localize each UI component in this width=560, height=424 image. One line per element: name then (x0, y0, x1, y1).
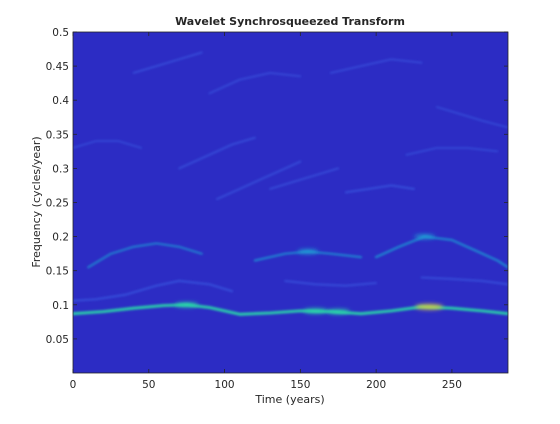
y-tick-label: 0.45 (46, 61, 69, 73)
y-tick-label: 0.5 (52, 27, 69, 39)
ridge-5 (284, 279, 378, 287)
ridge-6 (420, 276, 508, 286)
ridge-12 (208, 72, 302, 95)
ridge-11 (132, 51, 203, 74)
chart-title: Wavelet Synchrosqueezed Transform (175, 15, 405, 28)
y-tick-label: 0.35 (46, 129, 69, 141)
x-tick-label: 50 (142, 379, 155, 391)
ridge-14 (405, 147, 499, 156)
peak-1 (303, 308, 328, 314)
y-axis-ticks: 0.05 0.1 0.15 0.2 0.25 0.3 0.35 0.4 0.45 0.5 (46, 27, 508, 346)
y-tick-label: 0.4 (52, 95, 69, 107)
ridge-13 (329, 58, 423, 74)
y-tick-label: 0.15 (46, 266, 69, 278)
peak-2 (326, 309, 350, 314)
y-tick-label: 0.1 (52, 300, 69, 312)
x-axis-label: Time (years) (254, 393, 324, 406)
x-tick-label: 100 (215, 379, 235, 391)
peak-4 (297, 249, 319, 254)
x-tick-label: 150 (290, 379, 310, 391)
heatmap-peaks (175, 234, 444, 314)
peak-0 (175, 302, 199, 308)
heatmap-background (73, 32, 508, 373)
ridge-1 (374, 235, 508, 269)
ridge-3 (87, 242, 203, 269)
x-tick-label: 200 (366, 379, 386, 391)
ridge-8 (216, 160, 302, 201)
ridge-7 (344, 184, 415, 194)
peak-5 (414, 234, 435, 239)
x-tick-label: 0 (70, 379, 77, 391)
y-tick-label: 0.25 (46, 198, 69, 210)
ridge-9 (178, 136, 256, 170)
ridge-16 (435, 106, 508, 129)
peak-3 (415, 304, 444, 310)
y-tick-label: 0.3 (52, 163, 69, 175)
ridge-15 (73, 140, 143, 149)
x-tick-label: 250 (442, 379, 462, 391)
ridge-4 (73, 279, 234, 302)
y-tick-label: 0.2 (52, 232, 69, 244)
y-axis-label: Frequency (cycles/year) (30, 136, 43, 267)
x-axis-ticks: 0 50 100 150 200 250 (70, 32, 462, 391)
heatmap-ridges (73, 51, 508, 367)
ridge-10 (269, 167, 340, 190)
y-tick-label: 0.05 (46, 334, 69, 346)
